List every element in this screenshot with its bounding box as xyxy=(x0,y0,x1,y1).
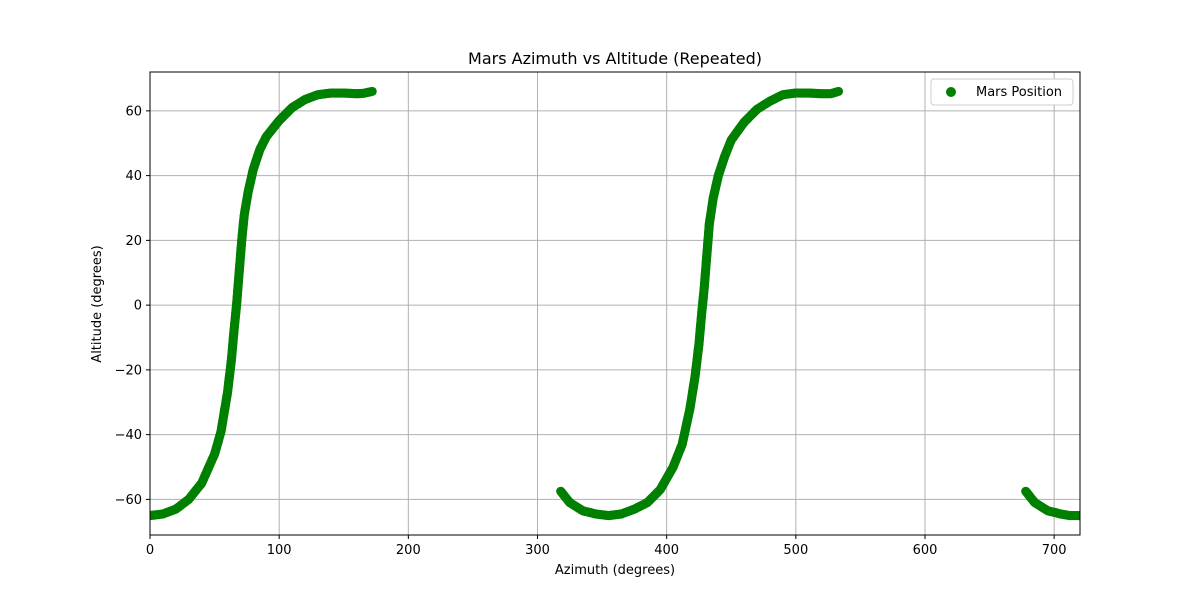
data-point xyxy=(367,86,377,97)
y-tick-label: 40 xyxy=(125,169,142,184)
chart-title: Mars Azimuth vs Altitude (Repeated) xyxy=(468,49,762,68)
y-tick-label: −60 xyxy=(115,493,142,508)
grid xyxy=(149,72,1080,535)
y-axis-ticks: −60 −40 −20 0 20 40 60 xyxy=(115,104,150,508)
x-tick-label: 500 xyxy=(783,543,808,558)
x-axis-label: Azimuth (degrees) xyxy=(555,563,675,578)
y-tick-label: −20 xyxy=(115,363,142,378)
scatter-points xyxy=(150,86,1080,521)
legend-label: Mars Position xyxy=(976,85,1062,100)
y-tick-label: 60 xyxy=(125,104,142,119)
y-axis-label: Altitude (degrees) xyxy=(90,245,105,362)
x-tick-label: 600 xyxy=(913,543,938,558)
legend: Mars Position xyxy=(930,78,1074,106)
x-tick-label: 100 xyxy=(267,543,292,558)
plot-frame xyxy=(149,71,1081,536)
data-point xyxy=(833,86,844,97)
y-tick-label: 0 xyxy=(134,299,142,314)
y-tick-label: −40 xyxy=(115,428,142,443)
x-tick-label: 200 xyxy=(396,543,421,558)
legend-box xyxy=(930,78,1074,106)
x-tick-label: 0 xyxy=(146,543,154,558)
x-axis-ticks: 0 100 200 300 400 500 600 700 xyxy=(146,535,1067,558)
data-point xyxy=(1075,510,1080,521)
legend-marker xyxy=(946,87,956,97)
x-tick-label: 300 xyxy=(525,543,550,558)
y-tick-label: 20 xyxy=(125,234,142,249)
x-tick-label: 400 xyxy=(654,543,679,558)
x-tick-label: 700 xyxy=(1042,543,1067,558)
